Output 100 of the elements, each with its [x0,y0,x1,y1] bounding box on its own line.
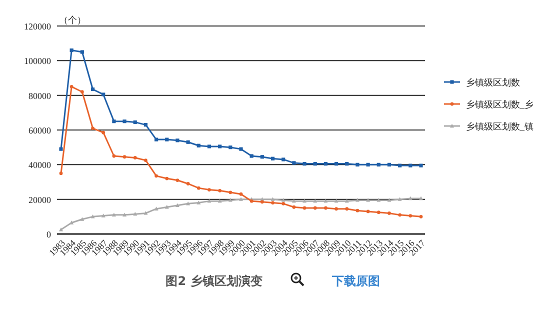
point [302,198,307,203]
point [218,188,222,192]
point [302,162,306,166]
point [419,164,423,168]
point [292,198,296,203]
point [207,144,212,148]
point [313,162,317,166]
point [228,198,232,202]
point [345,207,349,211]
point [387,198,392,202]
point [154,206,158,210]
point [176,138,180,142]
point [398,197,402,201]
point [70,48,74,52]
point [101,214,106,218]
point [239,192,243,196]
point [144,123,148,127]
point [334,198,338,203]
point [324,206,328,210]
point [112,120,116,124]
point [228,190,232,194]
point [186,182,190,186]
point [334,207,338,211]
point [292,161,296,165]
point [398,213,402,217]
point [408,214,412,218]
y-tick-label: 20000 [28,194,52,205]
point [292,205,296,209]
point [154,138,158,142]
point [122,120,126,124]
y-axis-title: （个） [59,15,86,26]
point [356,162,360,166]
point [133,120,137,124]
point [196,144,200,148]
point [398,164,402,168]
point [313,206,317,210]
y-tick-label: 0 [46,230,52,240]
point [270,197,275,201]
point [313,198,318,203]
text: 图2 乡镇区划演变 [166,274,262,288]
point [302,206,306,210]
point [80,90,84,94]
point [165,176,169,180]
point [196,186,200,190]
point [282,158,286,162]
point [144,158,148,162]
point [122,155,126,159]
point [59,172,63,176]
legend-label: 乡镇级区划数_镇 [466,122,534,132]
point [80,50,84,54]
point [112,212,116,217]
y-tick-label: 60000 [28,126,52,136]
y-tick-label: 120000 [24,22,52,32]
point [122,212,127,217]
point [356,208,360,212]
point [218,198,222,203]
point [154,174,158,178]
point [324,162,328,166]
point [186,140,190,144]
point [176,178,180,182]
point [334,162,338,166]
point [419,214,423,218]
point [196,200,201,204]
point [186,201,190,206]
point [376,198,381,202]
point [90,87,95,92]
point [133,156,137,160]
y-tick-label: 100000 [24,56,52,66]
point [239,197,243,201]
point [239,147,243,151]
point [250,154,254,158]
point [133,212,138,216]
point [207,198,212,203]
point [324,198,328,203]
y-tick-label: 80000 [28,90,52,101]
point [344,198,349,203]
line-series [59,196,423,232]
point [164,204,169,209]
legend-label: 乡镇级区划数 [466,78,520,88]
point [228,146,232,150]
y-tick-label: 40000 [28,160,52,170]
point [59,147,63,151]
point [387,162,392,166]
point [419,196,423,200]
legend-label: 乡镇级区划数_乡 [466,100,534,110]
point [218,144,222,148]
point [144,211,148,215]
point [270,156,275,160]
point [355,198,360,202]
point [90,214,95,218]
text: 下载原图 [331,274,380,288]
point [345,162,349,166]
point [165,138,169,142]
point [260,200,264,204]
point [408,196,412,200]
point [376,210,380,214]
point [260,155,264,159]
point [366,198,370,202]
point [208,188,211,192]
point [91,126,94,130]
